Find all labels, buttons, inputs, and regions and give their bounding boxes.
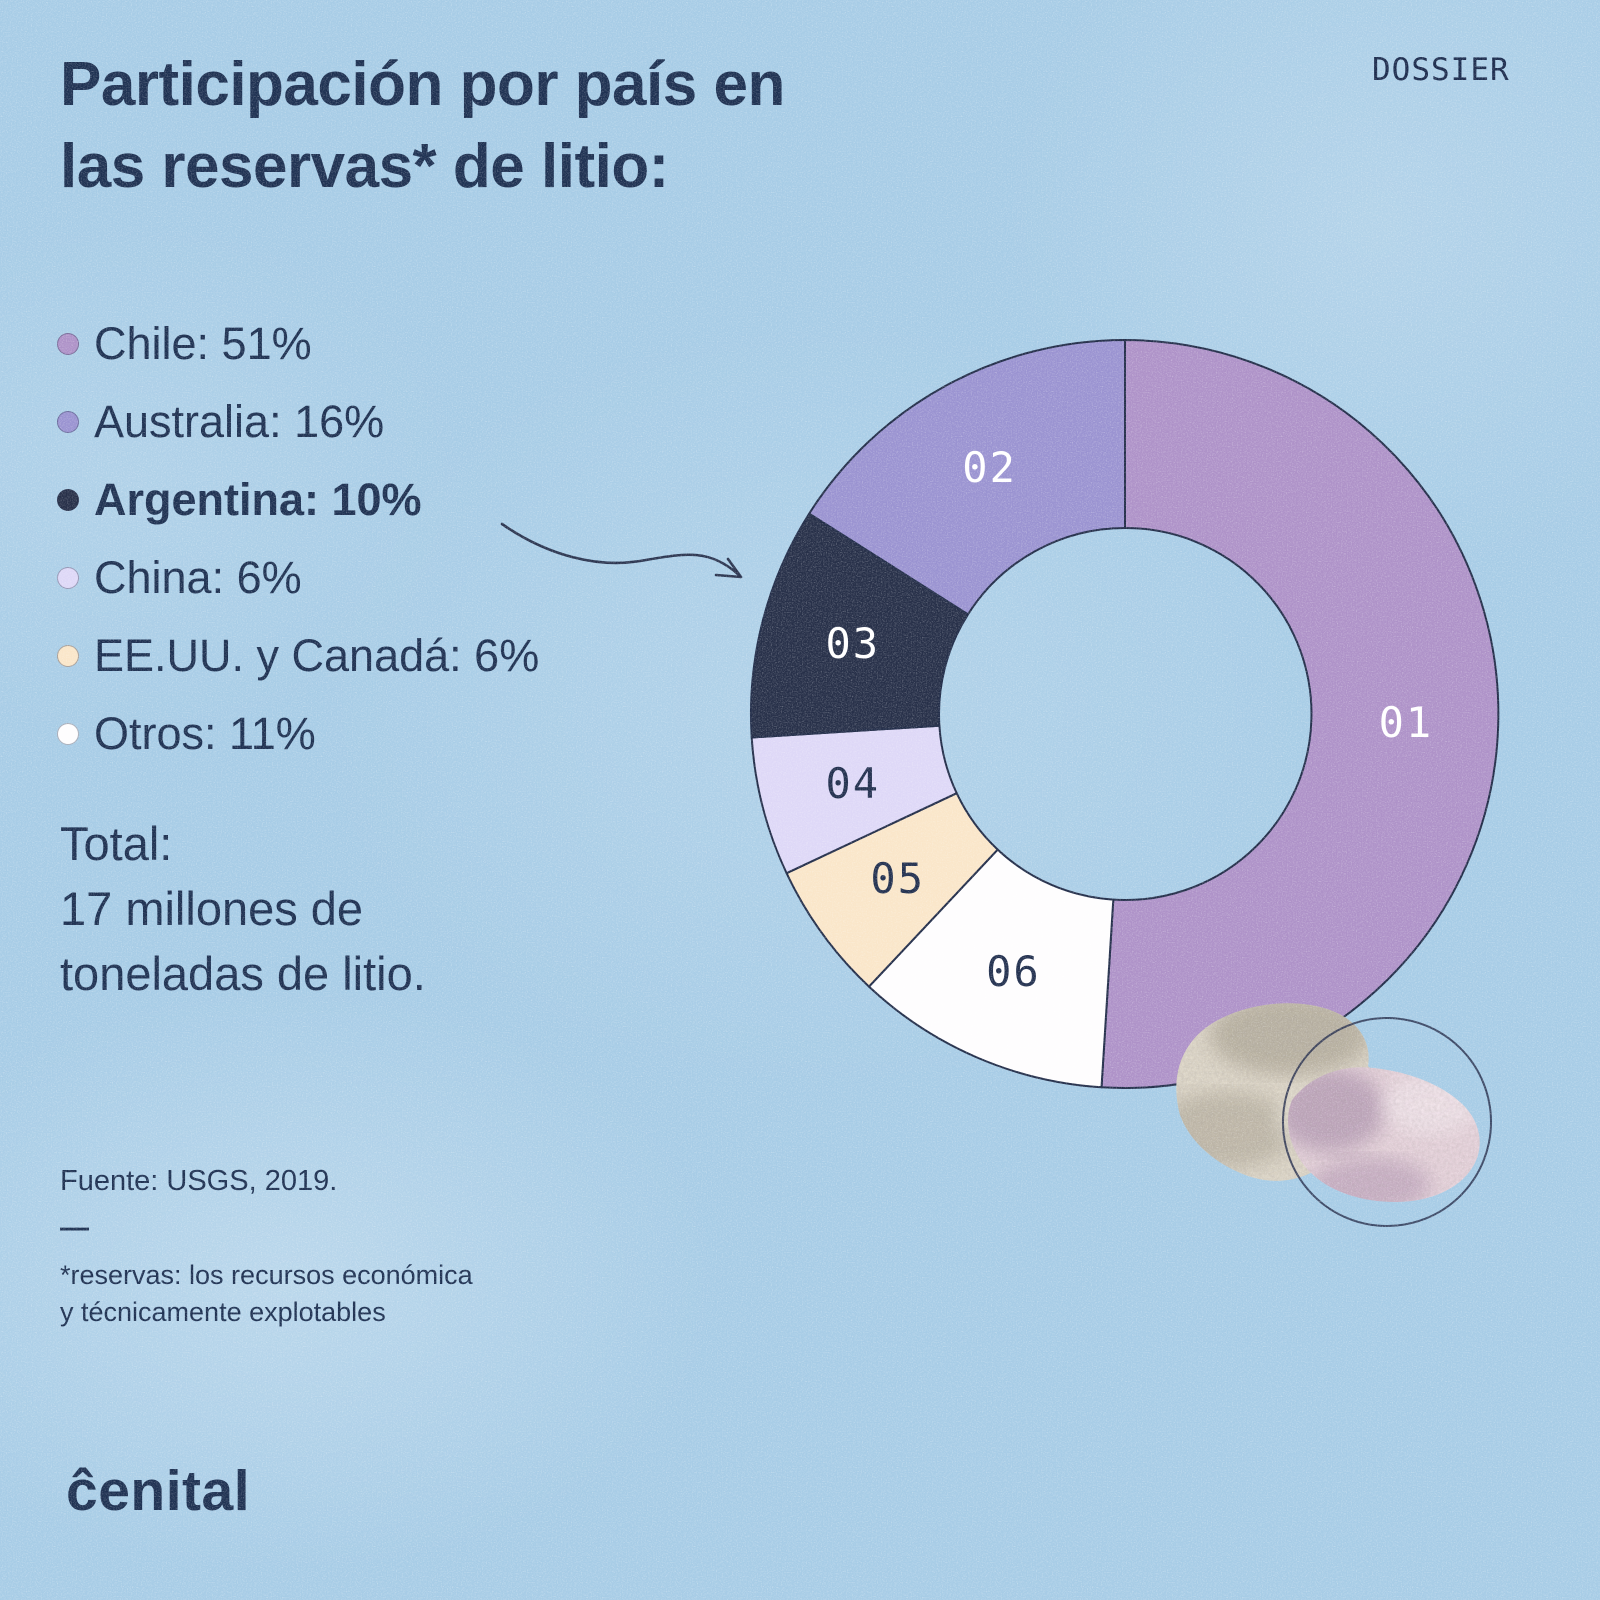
donut-segment-label-01: 01 xyxy=(1379,698,1434,747)
legend-bullet-06 xyxy=(57,723,79,745)
legend-item-ee-uu-y-canad-: EE.UU. y Canadá: 6% xyxy=(57,630,539,682)
cenital-logo: ĉenital xyxy=(66,1459,251,1523)
legend-label-02: Australia: 16% xyxy=(94,396,385,447)
legend-item-chile: Chile: 51% xyxy=(57,318,539,370)
legend-bullet-03 xyxy=(57,489,79,511)
legend-item-argentina: Argentina: 10% xyxy=(57,474,539,526)
donut-segment-label-06: 06 xyxy=(986,947,1041,996)
legend-item-china: China: 6% xyxy=(57,552,539,604)
legend-item-otros: Otros: 11% xyxy=(57,708,539,760)
legend-list: Chile: 51% Australia: 16% Argentina: 10% Ch… xyxy=(57,318,539,786)
dossier-label: DOSSIER xyxy=(1372,52,1510,88)
total-annotation: Total: 17 millones de toneladas de litio… xyxy=(60,812,426,1007)
total-line3: toneladas de litio. xyxy=(60,946,426,1000)
donut-segment-label-05: 05 xyxy=(870,854,925,903)
legend-bullet-04 xyxy=(57,567,79,589)
legend-bullet-01 xyxy=(57,333,79,355)
donut-segment-label-04: 04 xyxy=(826,759,881,808)
footnote: *reservas: los recursos económica y técn… xyxy=(60,1257,473,1331)
source-block: Fuente: USGS, 2019. — *reservas: los rec… xyxy=(60,1165,473,1331)
legend-bullet-05 xyxy=(57,645,79,667)
divider-dash: — xyxy=(60,1212,89,1244)
total-line1: Total: xyxy=(60,817,173,870)
donut-segment-01-chile xyxy=(1100,339,1500,1089)
donut-segment-label-02: 02 xyxy=(962,443,1017,492)
total-line2: 17 millones de xyxy=(60,881,364,935)
legend-label-03: Argentina: 10% xyxy=(94,474,422,525)
legend-bullet-02 xyxy=(57,411,79,433)
donut-segment-label-03: 03 xyxy=(826,619,881,668)
footnote-line2: y técnicamente explotables xyxy=(60,1296,386,1327)
donut-chart: 01 06 05 04 03 02 xyxy=(750,339,1500,1089)
legend-item-australia: Australia: 16% xyxy=(57,396,539,448)
page-title-line1: Participación por país en xyxy=(60,50,785,119)
legend-label-06: Otros: 11% xyxy=(94,708,316,759)
source-text: Fuente: USGS, 2019. xyxy=(60,1165,338,1197)
legend-label-04: China: 6% xyxy=(94,552,302,603)
legend-label-01: Chile: 51% xyxy=(94,318,312,369)
legend-label-05: EE.UU. y Canadá: 6% xyxy=(94,630,540,681)
footnote-line1: *reservas: los recursos económica xyxy=(60,1260,473,1290)
page-title: Participación por país en las reservas* … xyxy=(60,44,785,208)
page-title-line2: las reservas* de litio: xyxy=(60,131,669,201)
